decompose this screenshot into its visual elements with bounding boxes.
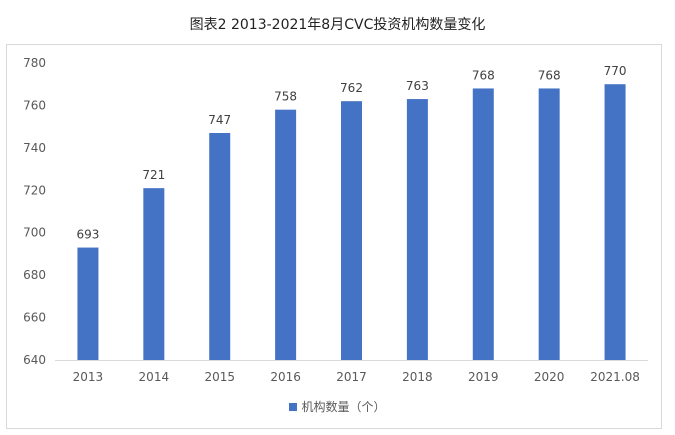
- data-label: 770: [604, 64, 627, 78]
- legend-swatch: [289, 402, 298, 411]
- bar-2020: [538, 88, 560, 360]
- bar-2015: [209, 133, 231, 360]
- x-tick-label: 2019: [468, 370, 499, 384]
- chart-frame: [6, 44, 662, 429]
- data-label: 693: [76, 228, 99, 242]
- bar-2016: [275, 109, 297, 361]
- x-tick-label: 2017: [336, 370, 367, 384]
- data-label: 768: [538, 68, 561, 82]
- y-tick-label: 720: [23, 183, 46, 197]
- y-tick-label: 640: [23, 353, 46, 367]
- bar-2017: [341, 101, 362, 360]
- y-tick-label: 700: [23, 226, 46, 240]
- y-tick-label: 740: [23, 141, 46, 155]
- x-tick-label: 2021.08: [590, 370, 640, 384]
- bar-2021.08: [604, 84, 626, 360]
- y-tick-label: 760: [23, 98, 46, 112]
- x-tick-label: 2013: [73, 370, 104, 384]
- bar-2014: [143, 188, 165, 360]
- y-tick-label: 680: [23, 268, 46, 282]
- bar-2019: [472, 88, 494, 360]
- x-tick-label: 2014: [139, 370, 170, 384]
- data-label: 762: [340, 81, 363, 95]
- y-tick-label: 780: [23, 56, 46, 70]
- x-tick-label: 2015: [204, 370, 235, 384]
- x-tick-label: 2016: [270, 370, 301, 384]
- y-tick-label: 660: [23, 311, 46, 325]
- data-label: 747: [208, 113, 231, 127]
- bar-2013: [77, 247, 99, 360]
- bar-2018: [406, 99, 428, 361]
- data-label: 763: [406, 79, 429, 93]
- x-tick-label: 2020: [534, 370, 565, 384]
- x-tick-label: 2018: [402, 370, 433, 384]
- legend: 机构数量（个）: [0, 398, 675, 415]
- chart-title: 图表2 2013-2021年8月CVC投资机构数量变化: [189, 17, 486, 33]
- legend-label: 机构数量（个）: [301, 400, 386, 414]
- data-label: 768: [472, 68, 495, 82]
- data-label: 758: [274, 90, 297, 104]
- data-label: 721: [142, 168, 165, 182]
